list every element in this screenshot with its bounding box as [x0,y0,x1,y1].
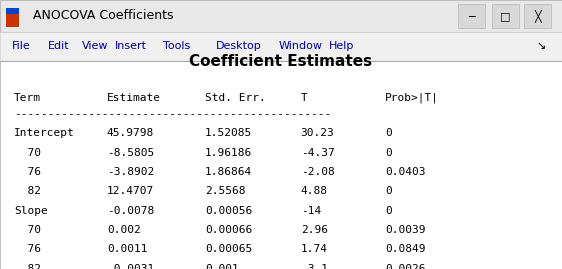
Text: 82: 82 [14,186,41,196]
Text: -0.0031: -0.0031 [107,264,154,269]
Text: 2.96: 2.96 [301,225,328,235]
Bar [492,4,519,28]
Text: ↘: ↘ [537,41,546,51]
Text: 0.0039: 0.0039 [385,225,425,235]
Text: Intercept: Intercept [14,128,75,138]
Text: Tools: Tools [163,41,190,51]
Text: ANOCOVA Coefficients: ANOCOVA Coefficients [33,9,173,22]
Text: 0.002: 0.002 [107,225,140,235]
Text: -8.5805: -8.5805 [107,147,154,158]
Text: 1.52085: 1.52085 [205,128,252,138]
Text: 0: 0 [385,206,392,216]
Text: View: View [81,41,108,51]
Text: -4.37: -4.37 [301,147,334,158]
Text: 0.00065: 0.00065 [205,244,252,254]
Text: -0.0078: -0.0078 [107,206,154,216]
Bar [524,4,551,28]
Text: 2.5568: 2.5568 [205,186,246,196]
Text: □: □ [500,11,510,21]
Text: Term: Term [14,93,41,103]
Text: 0.0849: 0.0849 [385,244,425,254]
Text: -3.1: -3.1 [301,264,328,269]
Text: Slope: Slope [14,206,48,216]
Text: 76: 76 [14,167,41,177]
Text: 70: 70 [14,147,41,158]
Text: Prob>|T|: Prob>|T| [385,93,439,104]
Bar [0,0,562,32]
Text: 1.86864: 1.86864 [205,167,252,177]
Text: 0.0026: 0.0026 [385,264,425,269]
Text: 4.88: 4.88 [301,186,328,196]
Bar [6,8,19,27]
Text: 12.4707: 12.4707 [107,186,154,196]
Text: 0: 0 [385,147,392,158]
Text: -14: -14 [301,206,321,216]
Text: 0: 0 [385,186,392,196]
Text: Estimate: Estimate [107,93,161,103]
Text: 1.74: 1.74 [301,244,328,254]
Text: ╳: ╳ [534,9,541,22]
Text: Desktop: Desktop [216,41,262,51]
Text: Std. Err.: Std. Err. [205,93,266,103]
Text: T: T [301,93,307,103]
Text: Window: Window [278,41,322,51]
Bar [0,32,562,61]
Text: 1.96186: 1.96186 [205,147,252,158]
Bar [458,4,485,28]
Text: Help: Help [329,41,354,51]
Text: 30.23: 30.23 [301,128,334,138]
Text: 0.0011: 0.0011 [107,244,147,254]
Text: Coefficient Estimates: Coefficient Estimates [189,54,373,69]
Text: 0: 0 [385,128,392,138]
Text: 0.00066: 0.00066 [205,225,252,235]
Text: 0.00056: 0.00056 [205,206,252,216]
Bar [0,61,562,269]
Text: 45.9798: 45.9798 [107,128,154,138]
Text: 0.0403: 0.0403 [385,167,425,177]
Text: Edit: Edit [48,41,69,51]
Text: 0.001: 0.001 [205,264,239,269]
Text: File: File [12,41,31,51]
Text: Insert: Insert [115,41,147,51]
Text: ─: ─ [468,11,475,21]
Text: -2.08: -2.08 [301,167,334,177]
Text: 76: 76 [14,244,41,254]
Bar [6,8,19,14]
Text: -----------------------------------------------: ----------------------------------------… [14,109,332,119]
Text: 82: 82 [14,264,41,269]
Text: -3.8902: -3.8902 [107,167,154,177]
Text: 70: 70 [14,225,41,235]
